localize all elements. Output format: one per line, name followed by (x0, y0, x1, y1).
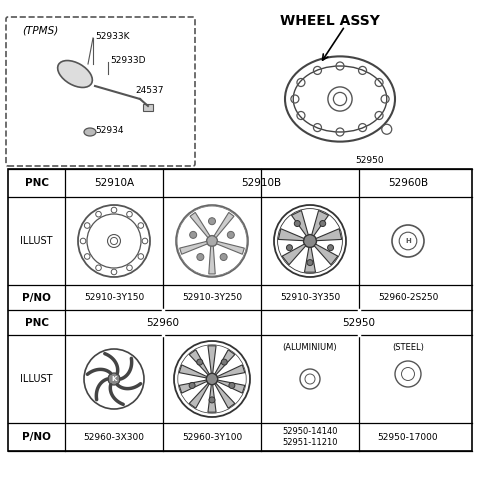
Polygon shape (304, 247, 315, 272)
Text: 52910-3Y150: 52910-3Y150 (84, 293, 144, 302)
Circle shape (327, 245, 334, 250)
Circle shape (190, 231, 197, 239)
Text: 52960-3Y100: 52960-3Y100 (182, 433, 242, 442)
Circle shape (220, 253, 227, 260)
Circle shape (197, 253, 204, 260)
Polygon shape (180, 242, 207, 254)
Text: ILLUST: ILLUST (20, 236, 53, 246)
Text: 52950-14140
52951-11210: 52950-14140 52951-11210 (282, 427, 338, 448)
Text: 52960B: 52960B (388, 178, 428, 188)
Polygon shape (208, 385, 216, 412)
Text: 52933K: 52933K (95, 32, 130, 41)
Circle shape (197, 359, 203, 365)
Text: 52910B: 52910B (241, 178, 281, 188)
Text: (ALUMINIUM): (ALUMINIUM) (283, 343, 337, 352)
Text: 52950: 52950 (343, 318, 375, 328)
Circle shape (287, 245, 292, 250)
Circle shape (206, 236, 217, 247)
Polygon shape (316, 229, 342, 241)
Text: 52910A: 52910A (94, 178, 134, 188)
Text: ILLUST: ILLUST (20, 374, 53, 384)
Polygon shape (314, 244, 338, 265)
Text: P/NO: P/NO (22, 292, 51, 302)
Text: 52960-3X300: 52960-3X300 (84, 433, 144, 442)
Circle shape (209, 397, 215, 403)
Circle shape (320, 220, 326, 227)
Text: 24537: 24537 (135, 86, 164, 95)
Polygon shape (189, 383, 209, 408)
Text: K: K (111, 376, 117, 382)
Polygon shape (214, 212, 234, 238)
Polygon shape (215, 350, 235, 375)
Polygon shape (291, 210, 308, 236)
Text: 52934: 52934 (95, 126, 123, 135)
Polygon shape (217, 380, 245, 393)
Circle shape (229, 382, 235, 388)
Text: (STEEL): (STEEL) (392, 343, 424, 352)
Polygon shape (208, 346, 216, 373)
Circle shape (303, 235, 316, 247)
Polygon shape (312, 210, 328, 236)
Text: H: H (405, 238, 411, 244)
Text: 52910-3Y250: 52910-3Y250 (182, 293, 242, 302)
Polygon shape (217, 365, 245, 378)
Text: 52910-3Y350: 52910-3Y350 (280, 293, 340, 302)
Polygon shape (179, 380, 207, 393)
Circle shape (228, 231, 234, 239)
Text: 52960-2S250: 52960-2S250 (378, 293, 438, 302)
Circle shape (189, 382, 195, 388)
Circle shape (307, 260, 313, 266)
Text: PNC: PNC (24, 178, 48, 188)
Ellipse shape (58, 61, 92, 87)
Text: WHEEL ASSY: WHEEL ASSY (280, 14, 380, 28)
Text: PNC: PNC (24, 318, 48, 328)
Text: 52950: 52950 (355, 156, 384, 165)
Text: 52950-17000: 52950-17000 (378, 433, 438, 442)
Circle shape (206, 373, 218, 385)
Polygon shape (179, 365, 207, 378)
Circle shape (294, 220, 300, 227)
Circle shape (221, 359, 228, 365)
Text: 52960: 52960 (146, 318, 180, 328)
Text: P/NO: P/NO (22, 432, 51, 442)
Polygon shape (209, 246, 215, 274)
Ellipse shape (84, 128, 96, 136)
Text: 52933D: 52933D (110, 56, 145, 65)
Bar (8, 169, 472, 451)
Circle shape (208, 218, 216, 225)
Polygon shape (278, 229, 304, 241)
Polygon shape (189, 350, 209, 375)
Polygon shape (216, 242, 244, 254)
Circle shape (108, 373, 120, 385)
Polygon shape (282, 244, 306, 265)
Text: (TPMS): (TPMS) (22, 26, 58, 36)
Polygon shape (215, 383, 235, 408)
Polygon shape (190, 212, 210, 238)
Bar (143, 104, 153, 111)
